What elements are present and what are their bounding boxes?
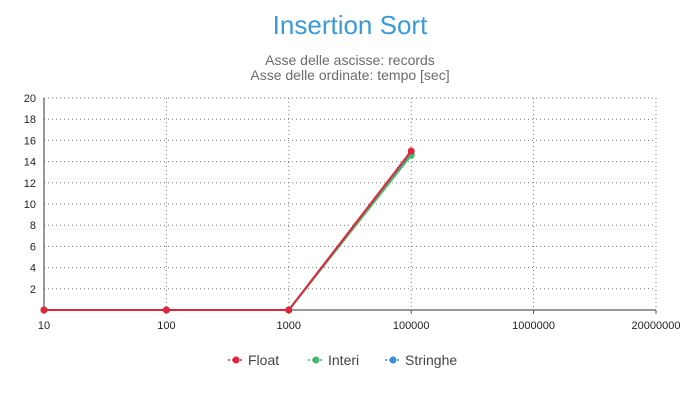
y-tick-label: 18 xyxy=(24,114,36,126)
y-tick-label: 10 xyxy=(24,199,36,211)
y-tick-label: 2 xyxy=(30,284,36,296)
data-point-float xyxy=(162,306,170,314)
data-point-float xyxy=(407,147,415,155)
y-tick-label: 12 xyxy=(24,178,36,190)
x-tick-label: 100 xyxy=(157,320,175,332)
legend-label-float: Float xyxy=(248,352,279,368)
chart-subtitle-x: Asse delle ascisse: records xyxy=(265,52,435,68)
legend-marker-interi xyxy=(312,356,320,364)
y-tick-label: 14 xyxy=(24,157,36,169)
legend-label-interi: Interi xyxy=(328,352,359,368)
y-tick-label: 16 xyxy=(24,135,36,147)
x-tick-label: 1000000 xyxy=(512,320,555,332)
y-tick-label: 8 xyxy=(30,220,36,232)
y-tick-label: 20 xyxy=(24,93,36,105)
chart-subtitle-y: Asse delle ordinate: tempo [sec] xyxy=(250,67,450,83)
series-line-stringhe xyxy=(44,153,412,311)
x-tick-label: 1000 xyxy=(277,320,301,332)
chart-title: Insertion Sort xyxy=(272,10,428,40)
legend-marker-stringhe xyxy=(389,356,397,364)
x-tick-label: 10 xyxy=(38,320,50,332)
legend-marker-float xyxy=(232,356,240,364)
x-tick-label: 100000 xyxy=(393,320,430,332)
series-line-float xyxy=(44,150,412,311)
x-tick-label: 20000000 xyxy=(632,320,681,332)
series-line-interi xyxy=(44,154,412,311)
data-point-float xyxy=(285,306,293,314)
y-tick-label: 4 xyxy=(30,263,36,275)
y-tick-label: 6 xyxy=(30,241,36,253)
data-point-float xyxy=(40,306,48,314)
legend-label-stringhe: Stringhe xyxy=(405,352,457,368)
